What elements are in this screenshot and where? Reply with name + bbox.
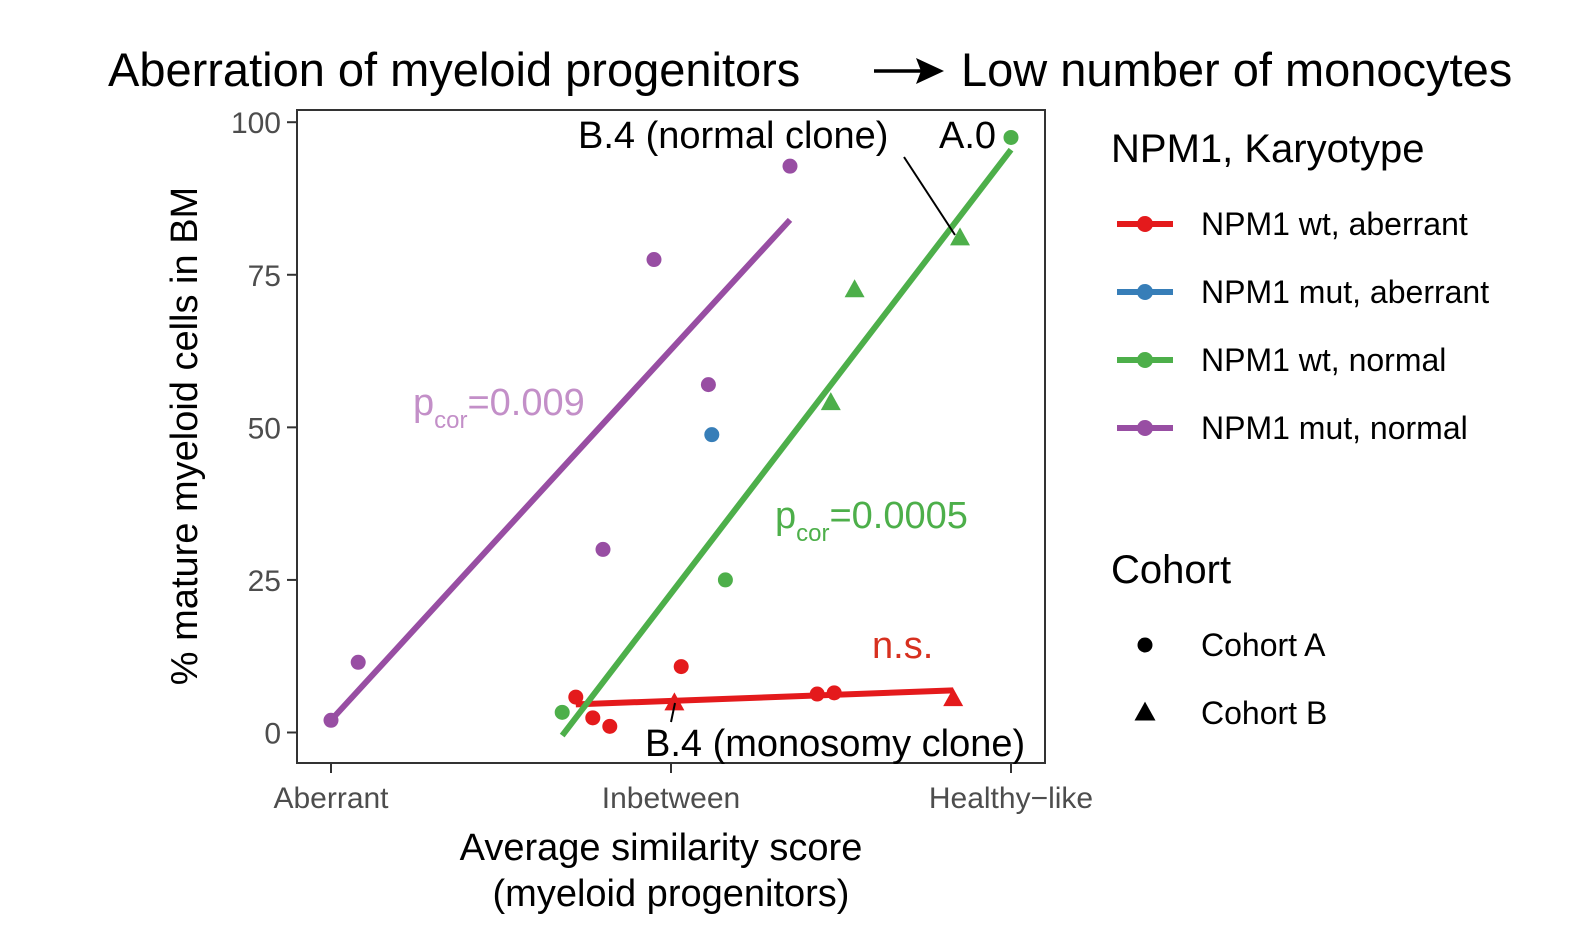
x-tick-label: Inbetween xyxy=(602,782,740,815)
legend-label: Cohort A xyxy=(1201,627,1326,663)
title-arrow xyxy=(874,58,944,84)
legend-title: NPM1, Karyotype xyxy=(1111,127,1424,171)
legend-label: Cohort B xyxy=(1201,695,1327,731)
y-axis-ticks: 0 25 50 75 100 xyxy=(231,107,297,750)
x-tick-label: Aberrant xyxy=(273,782,389,815)
point-npm1_mut_normal-cohort-a xyxy=(350,654,366,670)
fit-line-npm1_wt_aberrant xyxy=(575,687,954,708)
point-npm1_wt_aberrant-cohort-a xyxy=(568,689,584,705)
chart-title-right: Low number of monocytes xyxy=(961,43,1512,96)
legend-key-dot xyxy=(1137,352,1153,368)
legend-item-cohort-triangle: Cohort B xyxy=(1134,695,1327,731)
label-pointers xyxy=(670,156,956,723)
point-npm1_mut_aberrant-cohort-a xyxy=(704,427,720,443)
p-value-green-value: =0.0005 xyxy=(829,495,967,537)
plot-panel xyxy=(296,109,1046,764)
point-npm1_wt_aberrant-cohort-a xyxy=(809,686,825,702)
fit-line-npm1_wt_normal xyxy=(559,147,1014,738)
p-value-green-p: p xyxy=(775,495,796,537)
legend-item-npm1_mut_aberrant: NPM1 mut, aberrant xyxy=(1117,274,1489,310)
legend-item-npm1_wt_aberrant: NPM1 wt, aberrant xyxy=(1117,206,1468,242)
normal-clone-label: B.4 (normal clone) xyxy=(578,115,888,157)
chart-title-left: Aberration of myeloid progenitors xyxy=(108,43,800,96)
legend-key-dot xyxy=(1137,284,1153,300)
point-npm1_wt_normal-cohort-b xyxy=(820,392,841,411)
point-npm1_mut_normal-cohort-a xyxy=(595,541,611,557)
monosomy-clone-label: B.4 (monosomy clone) xyxy=(645,723,1025,765)
point-npm1_mut_normal-cohort-a xyxy=(782,158,798,174)
a0-label: A.0 xyxy=(939,115,996,157)
x-tick-label: Healthy−like xyxy=(929,782,1093,815)
legend-label: NPM1 wt, normal xyxy=(1201,342,1446,378)
legend-key-dot xyxy=(1137,420,1153,436)
p-value-green-sub: cor xyxy=(796,520,829,547)
point-npm1_wt_normal-cohort-b xyxy=(950,227,970,246)
legend-item-npm1_mut_normal: NPM1 mut, normal xyxy=(1117,410,1468,446)
legend-label: NPM1 mut, normal xyxy=(1201,410,1468,446)
point-npm1_mut_normal-cohort-a xyxy=(323,712,339,728)
p-value-purple-sub: cor xyxy=(434,407,467,434)
point-npm1_mut_normal-cohort-a xyxy=(646,252,662,268)
point-npm1_wt_aberrant-cohort-a xyxy=(673,659,689,675)
legend-label: NPM1 wt, aberrant xyxy=(1201,206,1468,242)
x-axis-title-line1: Average similarity score xyxy=(460,827,863,869)
y-tick-label: 75 xyxy=(248,260,281,293)
point-npm1_mut_normal-cohort-a xyxy=(700,377,716,393)
a0-pointer-line xyxy=(903,156,956,236)
point-npm1_wt_aberrant-cohort-b xyxy=(943,688,964,707)
fit-lines xyxy=(328,147,1014,738)
legend-cohort: Cohort A Cohort B xyxy=(1134,627,1327,731)
p-value-green: pcor=0.0005 xyxy=(775,495,968,547)
legend-label: NPM1 mut, aberrant xyxy=(1201,274,1489,310)
y-axis-title: % mature myeloid cells in BM xyxy=(164,187,206,685)
ns-label: n.s. xyxy=(872,625,933,667)
legend-key-dot xyxy=(1137,216,1153,232)
legend-item-npm1_wt_normal: NPM1 wt, normal xyxy=(1117,342,1446,378)
y-tick-label: 50 xyxy=(248,412,281,445)
point-npm1_wt_normal-cohort-a xyxy=(554,704,570,720)
monosomy-pointer-line xyxy=(670,702,676,723)
point-npm1_wt_normal-cohort-a xyxy=(1003,129,1019,145)
legend-triangle-icon xyxy=(1134,701,1156,721)
y-tick-label: 100 xyxy=(231,107,281,140)
y-tick-label: 0 xyxy=(264,717,281,750)
legend-circle-icon xyxy=(1137,637,1153,653)
legend-series: NPM1 wt, aberrant NPM1 mut, aberrant NPM1 … xyxy=(1117,206,1489,446)
p-value-purple-p: p xyxy=(413,382,434,424)
legend-item-cohort-circle: Cohort A xyxy=(1137,627,1326,663)
cohort-legend-title: Cohort xyxy=(1111,548,1231,592)
fit-line-npm1_mut_normal xyxy=(328,217,793,723)
point-npm1_wt_aberrant-cohort-b xyxy=(664,692,685,711)
point-npm1_wt_aberrant-cohort-a xyxy=(826,685,842,701)
x-axis-title-line2: (myeloid progenitors) xyxy=(493,873,850,915)
point-npm1_wt_aberrant-cohort-a xyxy=(602,718,618,734)
p-value-purple-value: =0.009 xyxy=(467,382,584,424)
data-points xyxy=(323,129,1019,734)
point-npm1_wt_aberrant-cohort-a xyxy=(585,710,601,726)
point-npm1_wt_normal-cohort-b xyxy=(844,279,865,298)
point-npm1_wt_normal-cohort-a xyxy=(717,572,733,588)
p-value-purple: pcor=0.009 xyxy=(413,382,585,434)
x-axis-ticks: Aberrant Inbetween Healthy−like xyxy=(273,763,1093,815)
y-tick-label: 25 xyxy=(248,565,281,598)
